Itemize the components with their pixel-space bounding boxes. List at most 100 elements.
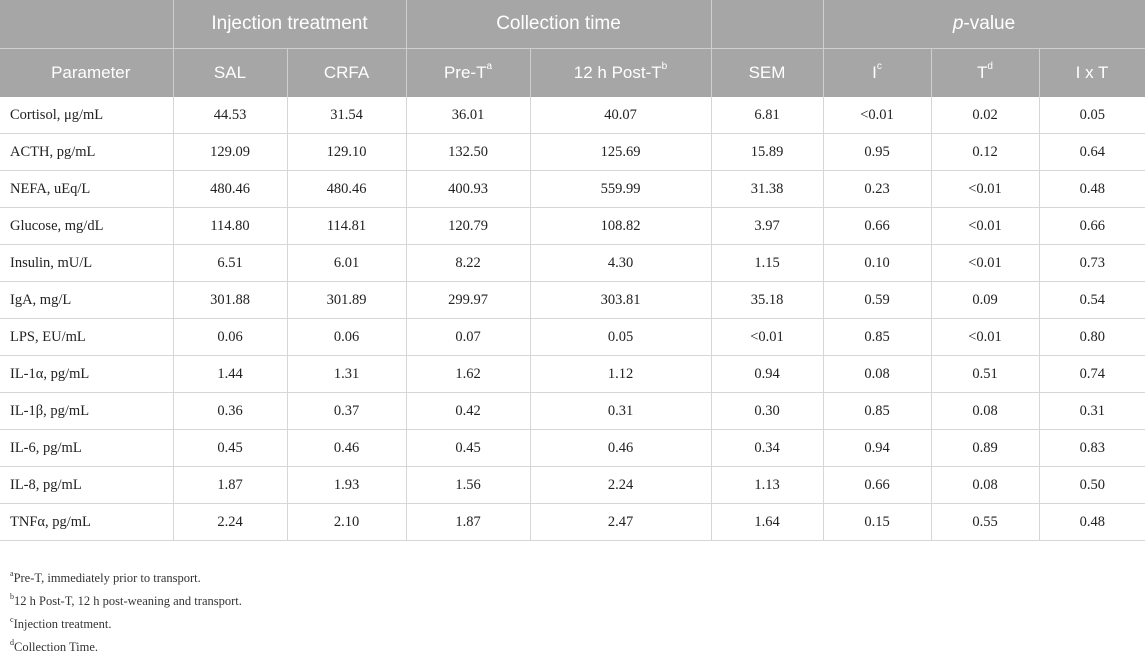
value-cell: 0.85 xyxy=(823,318,932,356)
value-cell: 0.10 xyxy=(823,244,932,282)
value-cell: 1.87 xyxy=(173,466,288,504)
value-cell: <0.01 xyxy=(711,318,824,356)
footnote-mark: c xyxy=(10,615,14,625)
value-cell: 0.05 xyxy=(1039,97,1145,134)
header-column-row: Parameter SAL CRFA Pre-Ta 12 h Post-Tb S… xyxy=(0,48,1145,97)
value-cell: 1.87 xyxy=(406,503,531,541)
table-row: TNFα, pg/mL 2.24 2.10 1.87 2.47 1.64 0.15 0.55 0… xyxy=(0,503,1145,541)
value-cell: 0.95 xyxy=(823,133,932,171)
table-row: Cortisol, μg/mL 44.53 31.54 36.01 40.07 6.81 <… xyxy=(0,97,1145,134)
value-cell: 0.42 xyxy=(406,392,531,430)
parameter-cell: LPS, EU/mL xyxy=(0,318,174,356)
value-cell: 0.59 xyxy=(823,281,932,319)
value-cell: <0.01 xyxy=(823,97,932,134)
value-cell: 36.01 xyxy=(406,97,531,134)
value-cell: 0.54 xyxy=(1039,281,1145,319)
table-row: IL-1α, pg/mL 1.44 1.31 1.62 1.12 0.94 0.08 0.51… xyxy=(0,355,1145,393)
value-cell: 559.99 xyxy=(530,170,712,208)
footnote-text: 12 h Post-T, 12 h post-weaning and trans… xyxy=(14,594,242,609)
value-cell: 0.31 xyxy=(530,392,712,430)
value-cell: 44.53 xyxy=(173,97,288,134)
value-cell: 31.38 xyxy=(711,170,824,208)
value-cell: 0.46 xyxy=(287,429,407,467)
value-cell: <0.01 xyxy=(931,170,1040,208)
header-sal: SAL xyxy=(173,48,288,97)
value-cell: 0.07 xyxy=(406,318,531,356)
parameter-cell: Glucose, mg/dL xyxy=(0,207,174,245)
table-row: IL-6, pg/mL 0.45 0.46 0.45 0.46 0.34 0.94 0.89 0… xyxy=(0,429,1145,467)
footnote-text: Injection treatment. xyxy=(13,617,112,632)
value-cell: 15.89 xyxy=(711,133,824,171)
value-cell: 0.15 xyxy=(823,503,932,541)
value-cell: 0.30 xyxy=(711,392,824,430)
p-rest: -value xyxy=(963,13,1016,34)
value-cell: 303.81 xyxy=(530,281,712,319)
value-cell: 0.94 xyxy=(823,429,932,467)
table-header: Injection treatment Collection time p-va… xyxy=(0,0,1145,97)
value-cell: 8.22 xyxy=(406,244,531,282)
header-i: Ic xyxy=(823,48,932,97)
value-cell: 0.64 xyxy=(1039,133,1145,171)
value-cell: 0.08 xyxy=(931,466,1040,504)
value-cell: 108.82 xyxy=(530,207,712,245)
footnote-mark: a xyxy=(10,569,14,578)
value-cell: 0.48 xyxy=(1039,503,1145,541)
value-cell: 0.45 xyxy=(406,429,531,467)
header-parameter: Parameter xyxy=(0,48,174,97)
value-cell: 6.01 xyxy=(287,244,407,282)
value-cell: 0.06 xyxy=(287,318,407,356)
value-cell: 1.62 xyxy=(406,355,531,393)
value-cell: 1.64 xyxy=(711,503,824,541)
footnote-text: Collection Time. xyxy=(14,640,99,655)
value-cell: 2.47 xyxy=(530,503,712,541)
value-cell: 3.97 xyxy=(711,207,824,245)
footnote-mark: b xyxy=(10,592,14,602)
value-cell: 120.79 xyxy=(406,207,531,245)
value-cell: 0.37 xyxy=(287,392,407,430)
header-group-injection: Injection treatment xyxy=(173,0,407,49)
header-group-collection: Collection time xyxy=(406,0,712,49)
value-cell: 1.15 xyxy=(711,244,824,282)
value-cell: 1.56 xyxy=(406,466,531,504)
value-cell: 0.46 xyxy=(530,429,712,467)
value-cell: 6.81 xyxy=(711,97,824,134)
value-cell: 301.89 xyxy=(287,281,407,319)
parameter-cell: Cortisol, μg/mL xyxy=(0,97,174,134)
value-cell: <0.01 xyxy=(931,207,1040,245)
value-cell: 125.69 xyxy=(530,133,712,171)
value-cell: 0.48 xyxy=(1039,170,1145,208)
value-cell: 2.24 xyxy=(173,503,288,541)
value-cell: 0.66 xyxy=(1039,207,1145,245)
table-row: IL-8, pg/mL 1.87 1.93 1.56 2.24 1.13 0.66 0.08 0… xyxy=(0,466,1145,504)
value-cell: 400.93 xyxy=(406,170,531,208)
header-post-t: 12 h Post-Tb xyxy=(530,48,712,97)
parameter-cell: IL-8, pg/mL xyxy=(0,466,174,504)
value-cell: 1.93 xyxy=(287,466,407,504)
value-cell: 480.46 xyxy=(173,170,288,208)
table-row: ACTH, pg/mL 129.09 129.10 132.50 125.69 15.89… xyxy=(0,133,1145,171)
value-cell: 2.24 xyxy=(530,466,712,504)
p-italic: p xyxy=(952,13,964,34)
table-row: Insulin, mU/L 6.51 6.01 8.22 4.30 1.15 0.10 <0.… xyxy=(0,244,1145,282)
footnotes: aPre-T, immediately prior to transport. b… xyxy=(10,565,242,658)
value-cell: 0.02 xyxy=(931,97,1040,134)
value-cell: 6.51 xyxy=(173,244,288,282)
value-cell: 0.45 xyxy=(173,429,288,467)
value-cell: 0.08 xyxy=(931,392,1040,430)
header-blank xyxy=(711,0,824,49)
value-cell: 0.80 xyxy=(1039,318,1145,356)
value-cell: <0.01 xyxy=(931,244,1040,282)
footnote-mark: d xyxy=(10,638,14,648)
value-cell: <0.01 xyxy=(931,318,1040,356)
value-cell: 0.09 xyxy=(931,281,1040,319)
parameter-cell: Insulin, mU/L xyxy=(0,244,174,282)
value-cell: 0.89 xyxy=(931,429,1040,467)
header-crfa: CRFA xyxy=(287,48,407,97)
value-cell: 1.12 xyxy=(530,355,712,393)
table-row: IL-1β, pg/mL 0.36 0.37 0.42 0.31 0.30 0.85 0.08… xyxy=(0,392,1145,430)
table-row: NEFA, uEq/L 480.46 480.46 400.93 559.99 31.38… xyxy=(0,170,1145,208)
value-cell: 0.51 xyxy=(931,355,1040,393)
table-row: IgA, mg/L 301.88 301.89 299.97 303.81 35.18 0.… xyxy=(0,281,1145,319)
header-group-row: Injection treatment Collection time p-va… xyxy=(0,0,1145,49)
